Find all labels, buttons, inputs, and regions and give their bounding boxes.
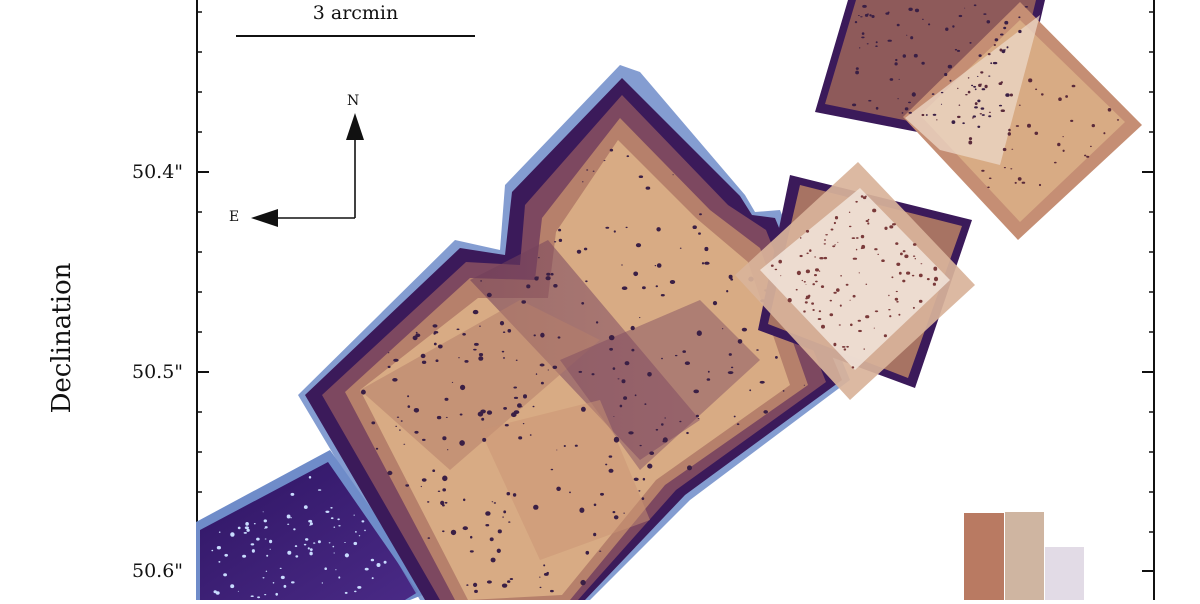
east-arrow-icon — [251, 209, 278, 227]
overlay-tiles — [735, 162, 975, 400]
y-tick-label: 50.5" — [132, 361, 184, 383]
y-axis-label: Declination — [47, 262, 77, 414]
swatch-3 — [1045, 547, 1084, 600]
north-arrow-icon — [346, 113, 364, 140]
swatch-1 — [964, 513, 1004, 600]
compass-north-label: N — [347, 93, 360, 109]
compass-east-label: E — [229, 209, 240, 225]
top-right-tiles — [815, 0, 1142, 240]
color-swatches — [964, 512, 1084, 600]
deep-field-tile — [196, 450, 430, 600]
scale-bar-label: 3 arcmin — [312, 2, 399, 24]
compass — [251, 113, 364, 227]
main-mosaic — [298, 65, 850, 600]
swatch-2 — [1005, 512, 1044, 600]
y-tick-label: 50.6" — [132, 560, 184, 582]
y-tick-label: 50.4" — [132, 161, 184, 183]
